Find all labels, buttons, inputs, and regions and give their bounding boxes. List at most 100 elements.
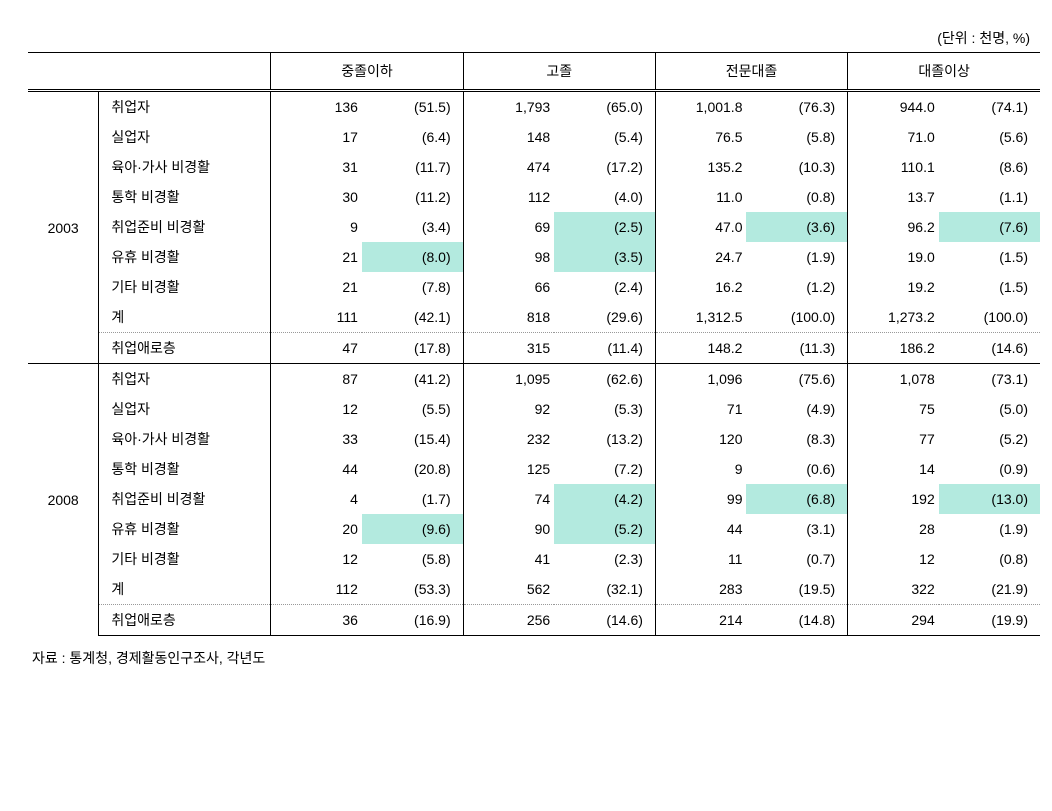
value-cell: 111 xyxy=(271,302,362,333)
percent-cell: (5.3) xyxy=(554,394,655,424)
table-row: 유휴 비경활21(8.0)98(3.5)24.7(1.9)19.0(1.5) xyxy=(28,242,1040,272)
table-row: 기타 비경활21(7.8)66(2.4)16.2(1.2)19.2(1.5) xyxy=(28,272,1040,302)
table-row: 계112(53.3)562(32.1)283(19.5)322(21.9) xyxy=(28,574,1040,605)
value-cell: 112 xyxy=(271,574,362,605)
year-cell: 2008 xyxy=(28,364,99,636)
percent-cell: (3.6) xyxy=(746,212,847,242)
value-cell: 11 xyxy=(655,544,746,574)
table-row: 취업애로층47(17.8)315(11.4)148.2(11.3)186.2(1… xyxy=(28,333,1040,364)
value-cell: 19.2 xyxy=(848,272,939,302)
table-row: 실업자17(6.4)148(5.4)76.5(5.8)71.0(5.6) xyxy=(28,122,1040,152)
percent-cell: (2.3) xyxy=(554,544,655,574)
percent-cell: (14.6) xyxy=(554,605,655,636)
percent-cell: (1.2) xyxy=(746,272,847,302)
value-cell: 12 xyxy=(271,544,362,574)
unit-label: (단위 : 천명, %) xyxy=(28,28,1040,48)
percent-cell: (7.2) xyxy=(554,454,655,484)
percent-cell: (7.8) xyxy=(362,272,463,302)
percent-cell: (32.1) xyxy=(554,574,655,605)
percent-cell: (5.5) xyxy=(362,394,463,424)
row-label: 취업자 xyxy=(99,364,271,395)
percent-cell: (1.9) xyxy=(939,514,1040,544)
year-cell: 2003 xyxy=(28,91,99,364)
percent-cell: (29.6) xyxy=(554,302,655,333)
value-cell: 1,001.8 xyxy=(655,91,746,123)
value-cell: 474 xyxy=(463,152,554,182)
value-cell: 148.2 xyxy=(655,333,746,364)
percent-cell: (0.8) xyxy=(746,182,847,212)
percent-cell: (6.8) xyxy=(746,484,847,514)
value-cell: 96.2 xyxy=(848,212,939,242)
value-cell: 44 xyxy=(271,454,362,484)
percent-cell: (11.3) xyxy=(746,333,847,364)
table-row: 통학 비경활44(20.8)125(7.2)9(0.6)14(0.9) xyxy=(28,454,1040,484)
value-cell: 192 xyxy=(848,484,939,514)
header-col-2: 고졸 xyxy=(463,53,655,91)
value-cell: 9 xyxy=(271,212,362,242)
value-cell: 1,312.5 xyxy=(655,302,746,333)
source-note: 자료 : 통계청, 경제활동인구조사, 각년도 xyxy=(28,648,1040,668)
percent-cell: (100.0) xyxy=(939,302,1040,333)
row-label: 통학 비경활 xyxy=(99,182,271,212)
percent-cell: (14.6) xyxy=(939,333,1040,364)
row-label: 계 xyxy=(99,302,271,333)
value-cell: 1,095 xyxy=(463,364,554,395)
value-cell: 136 xyxy=(271,91,362,123)
value-cell: 21 xyxy=(271,242,362,272)
row-label: 유휴 비경활 xyxy=(99,514,271,544)
table-row: 육아·가사 비경활31(11.7)474(17.2)135.2(10.3)110… xyxy=(28,152,1040,182)
value-cell: 294 xyxy=(848,605,939,636)
value-cell: 90 xyxy=(463,514,554,544)
percent-cell: (15.4) xyxy=(362,424,463,454)
percent-cell: (75.6) xyxy=(746,364,847,395)
value-cell: 75 xyxy=(848,394,939,424)
percent-cell: (5.4) xyxy=(554,122,655,152)
value-cell: 1,793 xyxy=(463,91,554,123)
value-cell: 44 xyxy=(655,514,746,544)
table-row: 2008취업자87(41.2)1,095(62.6)1,096(75.6)1,0… xyxy=(28,364,1040,395)
percent-cell: (0.7) xyxy=(746,544,847,574)
header-row: 중졸이하 고졸 전문대졸 대졸이상 xyxy=(28,53,1040,91)
value-cell: 110.1 xyxy=(848,152,939,182)
percent-cell: (65.0) xyxy=(554,91,655,123)
value-cell: 283 xyxy=(655,574,746,605)
percent-cell: (0.6) xyxy=(746,454,847,484)
header-blank xyxy=(28,53,271,91)
value-cell: 315 xyxy=(463,333,554,364)
row-label: 취업준비 비경활 xyxy=(99,484,271,514)
percent-cell: (13.2) xyxy=(554,424,655,454)
value-cell: 14 xyxy=(848,454,939,484)
row-label: 실업자 xyxy=(99,122,271,152)
value-cell: 12 xyxy=(848,544,939,574)
percent-cell: (76.3) xyxy=(746,91,847,123)
percent-cell: (1.5) xyxy=(939,242,1040,272)
value-cell: 16.2 xyxy=(655,272,746,302)
value-cell: 21 xyxy=(271,272,362,302)
value-cell: 69 xyxy=(463,212,554,242)
percent-cell: (74.1) xyxy=(939,91,1040,123)
table-row: 취업준비 비경활9(3.4)69(2.5)47.0(3.6)96.2(7.6) xyxy=(28,212,1040,242)
value-cell: 1,273.2 xyxy=(848,302,939,333)
percent-cell: (4.0) xyxy=(554,182,655,212)
row-label: 기타 비경활 xyxy=(99,272,271,302)
percent-cell: (21.9) xyxy=(939,574,1040,605)
value-cell: 120 xyxy=(655,424,746,454)
percent-cell: (7.6) xyxy=(939,212,1040,242)
percent-cell: (14.8) xyxy=(746,605,847,636)
percent-cell: (17.2) xyxy=(554,152,655,182)
percent-cell: (4.2) xyxy=(554,484,655,514)
value-cell: 71.0 xyxy=(848,122,939,152)
value-cell: 77 xyxy=(848,424,939,454)
percent-cell: (8.6) xyxy=(939,152,1040,182)
table-row: 취업애로층36(16.9)256(14.6)214(14.8)294(19.9) xyxy=(28,605,1040,636)
table-row: 계111(42.1)818(29.6)1,312.5(100.0)1,273.2… xyxy=(28,302,1040,333)
value-cell: 17 xyxy=(271,122,362,152)
table-row: 육아·가사 비경활33(15.4)232(13.2)120(8.3)77(5.2… xyxy=(28,424,1040,454)
value-cell: 30 xyxy=(271,182,362,212)
value-cell: 13.7 xyxy=(848,182,939,212)
table-row: 유휴 비경활20(9.6)90(5.2)44(3.1)28(1.9) xyxy=(28,514,1040,544)
value-cell: 562 xyxy=(463,574,554,605)
row-label: 기타 비경활 xyxy=(99,544,271,574)
table-row: 취업준비 비경활4(1.7)74(4.2)99(6.8)192(13.0) xyxy=(28,484,1040,514)
row-label: 실업자 xyxy=(99,394,271,424)
